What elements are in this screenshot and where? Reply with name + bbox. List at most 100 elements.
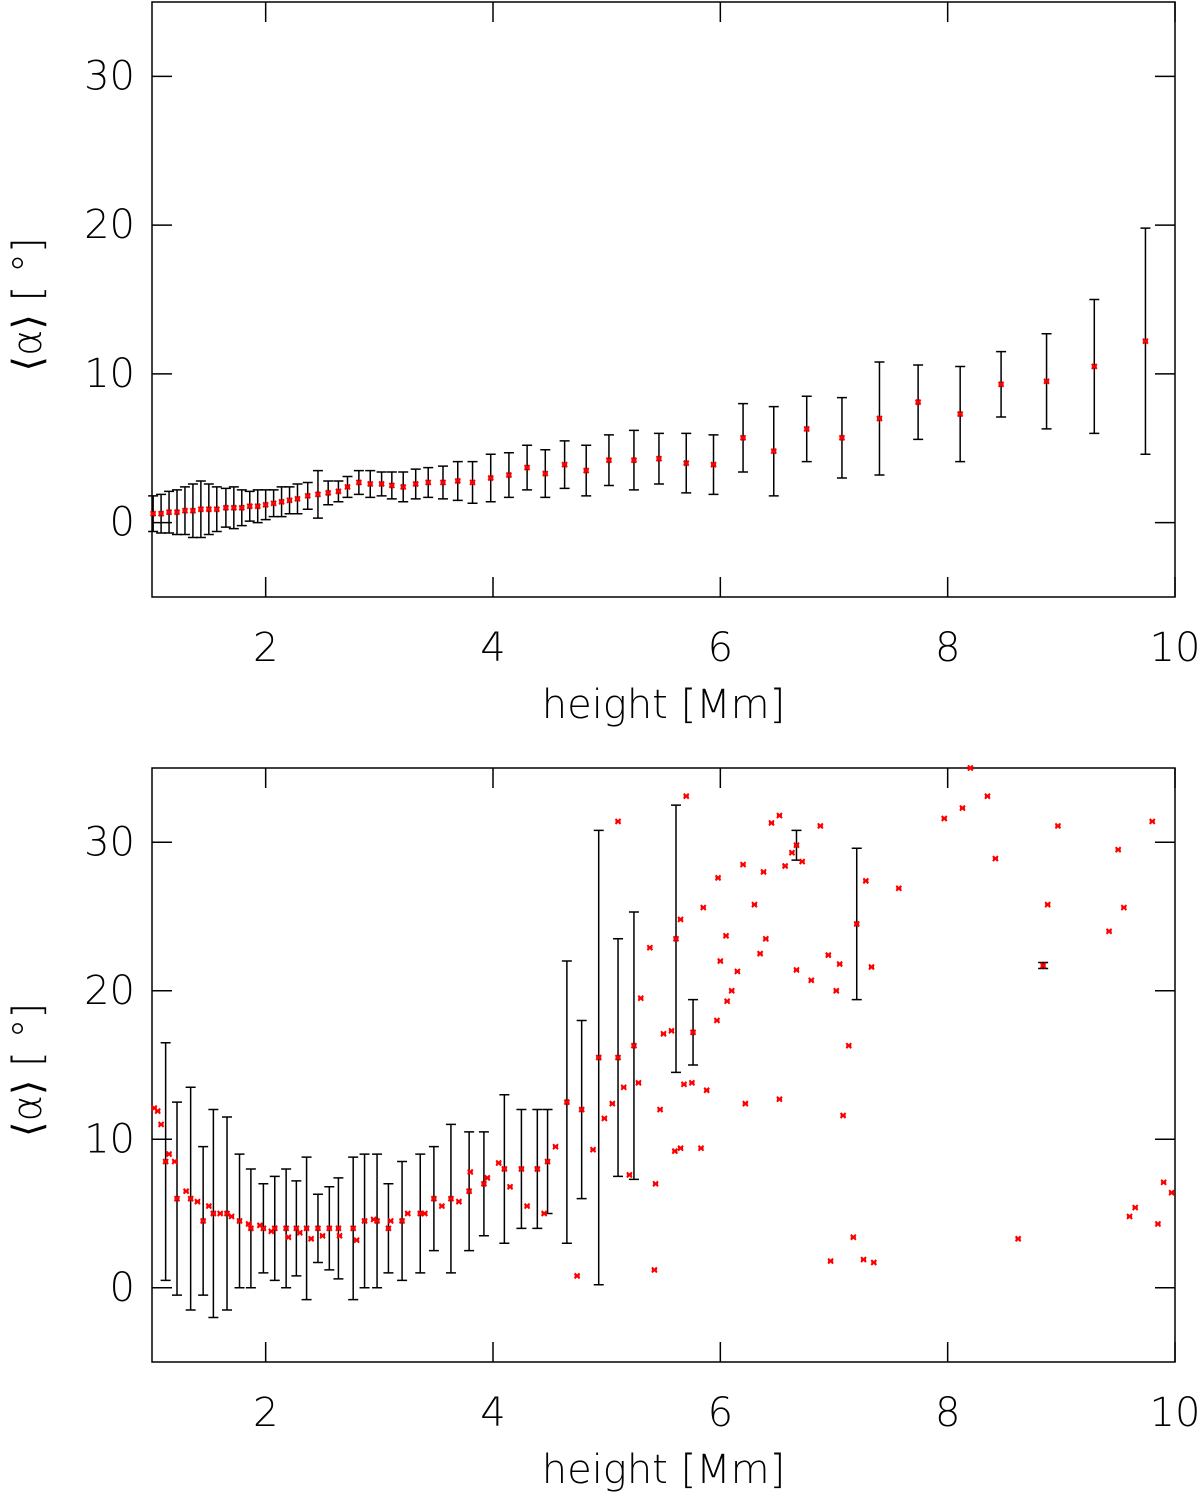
data-point — [173, 1195, 181, 1202]
data-point — [151, 1104, 158, 1112]
data-point — [825, 951, 832, 959]
data-point — [361, 1217, 368, 1225]
data-point — [839, 1112, 847, 1119]
data-point — [247, 1225, 255, 1232]
data-point — [344, 483, 351, 491]
data-point — [850, 1234, 857, 1241]
x-tick-label: 10 — [1150, 1390, 1200, 1436]
data-point — [713, 1017, 721, 1024]
data-point — [862, 877, 870, 885]
data-point — [630, 1042, 638, 1049]
x-tick-label: 4 — [480, 625, 505, 671]
data-point — [171, 1158, 178, 1165]
data-point — [518, 1165, 525, 1173]
data-point — [303, 1225, 310, 1232]
data-point — [307, 1235, 315, 1242]
data-point — [655, 455, 663, 462]
data-point — [1091, 363, 1098, 370]
data-point — [751, 901, 758, 908]
x-tick-label: 8 — [935, 1390, 960, 1436]
data-point — [182, 1188, 190, 1195]
data-point — [637, 994, 644, 1002]
data-point — [992, 855, 999, 862]
data-point — [205, 506, 213, 513]
data-point — [1160, 1179, 1167, 1186]
data-point — [262, 501, 269, 508]
y-tick-label: 0 — [110, 1265, 135, 1311]
data-point — [984, 793, 991, 800]
data-point — [967, 764, 974, 772]
x-tick-label: 2 — [253, 625, 278, 671]
data-point — [630, 456, 638, 464]
data-point — [762, 935, 770, 942]
data-point — [589, 1146, 597, 1153]
data-point — [710, 461, 717, 468]
data-point — [1120, 904, 1128, 911]
data-point — [296, 1229, 303, 1237]
data-point — [319, 1232, 326, 1239]
y-axis-label: ⟨α⟩ [ °] — [5, 1003, 51, 1137]
data-point — [614, 1054, 622, 1061]
data-point — [717, 957, 724, 965]
data-point — [157, 1121, 165, 1128]
data-point — [1054, 822, 1062, 830]
data-point — [1142, 337, 1149, 345]
data-point — [353, 1237, 360, 1244]
data-point — [335, 488, 342, 495]
data-point — [246, 503, 253, 510]
data-point — [523, 1202, 531, 1210]
data-point — [620, 1084, 627, 1091]
data-point — [314, 1225, 322, 1232]
data-point — [1114, 846, 1122, 853]
data-point — [941, 815, 948, 822]
data-point — [197, 506, 205, 513]
data-point — [465, 1188, 473, 1195]
data-point — [349, 1225, 357, 1232]
data-point — [495, 1159, 502, 1167]
data-point — [573, 1272, 581, 1280]
data-point — [776, 1095, 783, 1103]
y-tick-label: 30 — [84, 53, 135, 99]
data-point — [788, 849, 796, 856]
data-point — [487, 474, 494, 482]
data-point — [534, 1165, 541, 1173]
data-point — [157, 510, 165, 517]
data-point — [768, 819, 775, 827]
data-point — [378, 480, 385, 488]
y-axis-label: ⟨α⟩ [ °] — [5, 237, 51, 371]
data-point — [656, 1106, 664, 1113]
data-point — [205, 1202, 213, 1210]
data-point — [223, 1210, 231, 1217]
data-point — [578, 1106, 585, 1113]
data-point — [324, 489, 332, 497]
data-point — [467, 1168, 474, 1176]
y-tick-label: 30 — [84, 819, 135, 865]
data-point — [404, 1210, 411, 1217]
y-tick-label: 20 — [84, 202, 135, 248]
data-point — [506, 1183, 514, 1190]
data-point — [853, 920, 860, 928]
data-point — [484, 1174, 491, 1182]
y-tick-label: 10 — [84, 1116, 135, 1162]
data-point — [770, 448, 777, 455]
data-point — [230, 504, 238, 511]
x-tick-label: 2 — [253, 1390, 278, 1436]
data-point — [683, 459, 690, 467]
data-point — [430, 1195, 438, 1202]
data-point — [268, 1228, 275, 1235]
data-point — [561, 461, 568, 468]
data-point — [355, 479, 363, 486]
data-point — [189, 507, 197, 514]
data-point — [238, 504, 246, 511]
x-tick-label: 8 — [935, 625, 960, 671]
data-point — [776, 812, 783, 819]
data-point — [256, 1222, 264, 1229]
data-point — [672, 935, 680, 942]
data-point — [1105, 928, 1113, 935]
data-point — [439, 479, 447, 486]
data-point — [614, 818, 622, 825]
data-point — [582, 467, 590, 474]
data-point — [760, 868, 767, 876]
data-point — [714, 874, 722, 882]
x-axis-label: height [Mm] — [542, 1447, 786, 1493]
